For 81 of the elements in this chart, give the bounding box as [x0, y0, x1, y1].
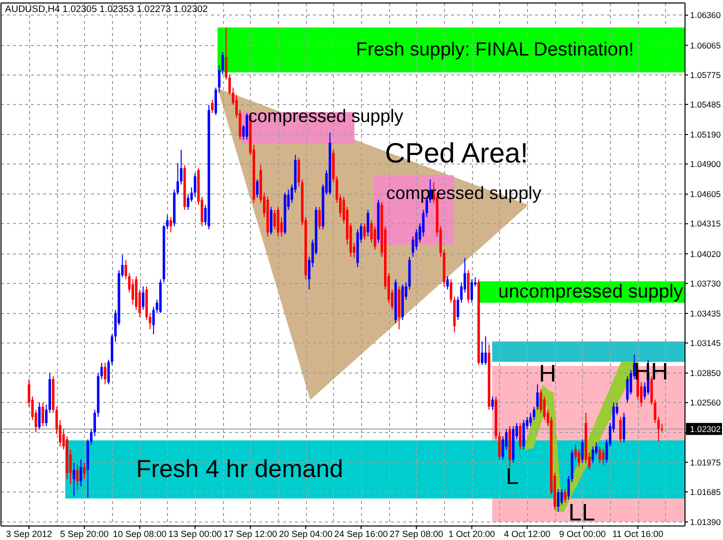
candlestick [491, 396, 494, 410]
y-tick-label: 1.05485 [690, 99, 721, 110]
candlestick [363, 222, 366, 240]
candlestick [560, 488, 563, 506]
candlestick [76, 464, 79, 490]
candlestick [318, 206, 321, 230]
y-tick-label: 1.06065 [690, 40, 721, 50]
chart-title: AUDUSD,H4 1.02305 1.02353 1.02273 1.02302 [5, 4, 208, 15]
y-tick-label: 1.04900 [690, 159, 721, 170]
x-tick-label: 1 Oct 20:00 [448, 529, 496, 539]
candlestick [484, 336, 487, 366]
candlestick [194, 172, 196, 198]
candlestick [446, 276, 449, 290]
candlestick [38, 402, 41, 430]
x-tick-label: 9 Oct 00:00 [559, 529, 606, 539]
y-tick-label: 1.01685 [690, 486, 721, 497]
y-tick-label: 1.04605 [690, 189, 721, 200]
candlestick [598, 446, 601, 464]
annotation: H [538, 360, 556, 388]
ref-line-label: 1.02302 [690, 424, 721, 434]
candlestick [80, 459, 82, 487]
candlestick [581, 438, 584, 464]
band-label: Fresh 4 hr demand [136, 456, 344, 483]
candlestick [540, 388, 542, 414]
candlestick [556, 488, 560, 512]
y-tick-label: 1.01975 [690, 457, 721, 468]
x-tick-label: 24 Sep 16:00 [334, 529, 388, 539]
candlestick [470, 278, 473, 304]
candlestick [370, 220, 373, 244]
x-tick-label: 11 Oct 16:00 [612, 529, 664, 539]
annotation: CPed Area! [384, 138, 528, 169]
candlestick [412, 236, 414, 258]
x-tick-label: 13 Sep 00:00 [168, 529, 222, 539]
band-label: Fresh supply: FINAL Destination! [356, 39, 634, 60]
annotation: LL [568, 499, 596, 526]
y-tick-label: 1.02560 [690, 398, 721, 408]
candlestick [273, 209, 276, 230]
y-tick-label: 1.06360 [690, 10, 721, 20]
x-tick-label: 10 Sep 08:00 [112, 529, 166, 539]
candlestick [532, 406, 536, 420]
candlestick [42, 402, 44, 427]
x-tick-label: 4 Oct 12:00 [504, 529, 550, 539]
candlestick [170, 216, 172, 233]
candlestick [256, 178, 259, 198]
candlestick [564, 488, 566, 504]
candlestick [246, 112, 248, 140]
candlestick [72, 462, 76, 497]
band-label: compressed supply [248, 106, 404, 126]
candlestick [602, 449, 604, 466]
y-tick-label: 1.03145 [690, 338, 721, 348]
candlestick [104, 362, 106, 385]
x-tick-label: 17 Sep 12:00 [224, 529, 278, 539]
candlestick [142, 286, 144, 310]
y-tick-label: 1.02850 [690, 368, 721, 378]
x-tick-label: 3 Sep 2012 [6, 529, 52, 539]
band-label: uncompressed supply [498, 282, 684, 303]
y-tick-label: 1.05775 [690, 70, 721, 80]
x-tick-label: 20 Sep 04:00 [278, 529, 333, 539]
candlestick [276, 206, 280, 237]
annotation: L [506, 462, 519, 489]
y-tick-label: 1.03435 [690, 308, 721, 318]
candlestick [592, 446, 594, 464]
candlestick [619, 416, 622, 443]
candlestick [518, 422, 522, 450]
candlestick [83, 462, 86, 480]
x-tick-label: 27 Sep 08:00 [390, 529, 444, 539]
candlestick [480, 340, 484, 366]
candlestick [536, 384, 539, 410]
candlestick [270, 206, 272, 235]
candlestick [211, 99, 214, 114]
candlestick [366, 209, 370, 237]
candlestick [626, 376, 629, 404]
candlestick [522, 419, 525, 450]
y-tick-label: 1.05190 [690, 130, 721, 140]
candlestick [622, 412, 626, 443]
y-tick-label: 1.03730 [690, 278, 721, 288]
y-tick-label: 1.04315 [690, 218, 721, 229]
y-tick-label: 1.04020 [690, 248, 721, 259]
candlestick [502, 436, 504, 460]
x-tick-label: 5 Sep 20:00 [60, 529, 109, 539]
y-tick-label: 1.01390 [690, 516, 721, 527]
